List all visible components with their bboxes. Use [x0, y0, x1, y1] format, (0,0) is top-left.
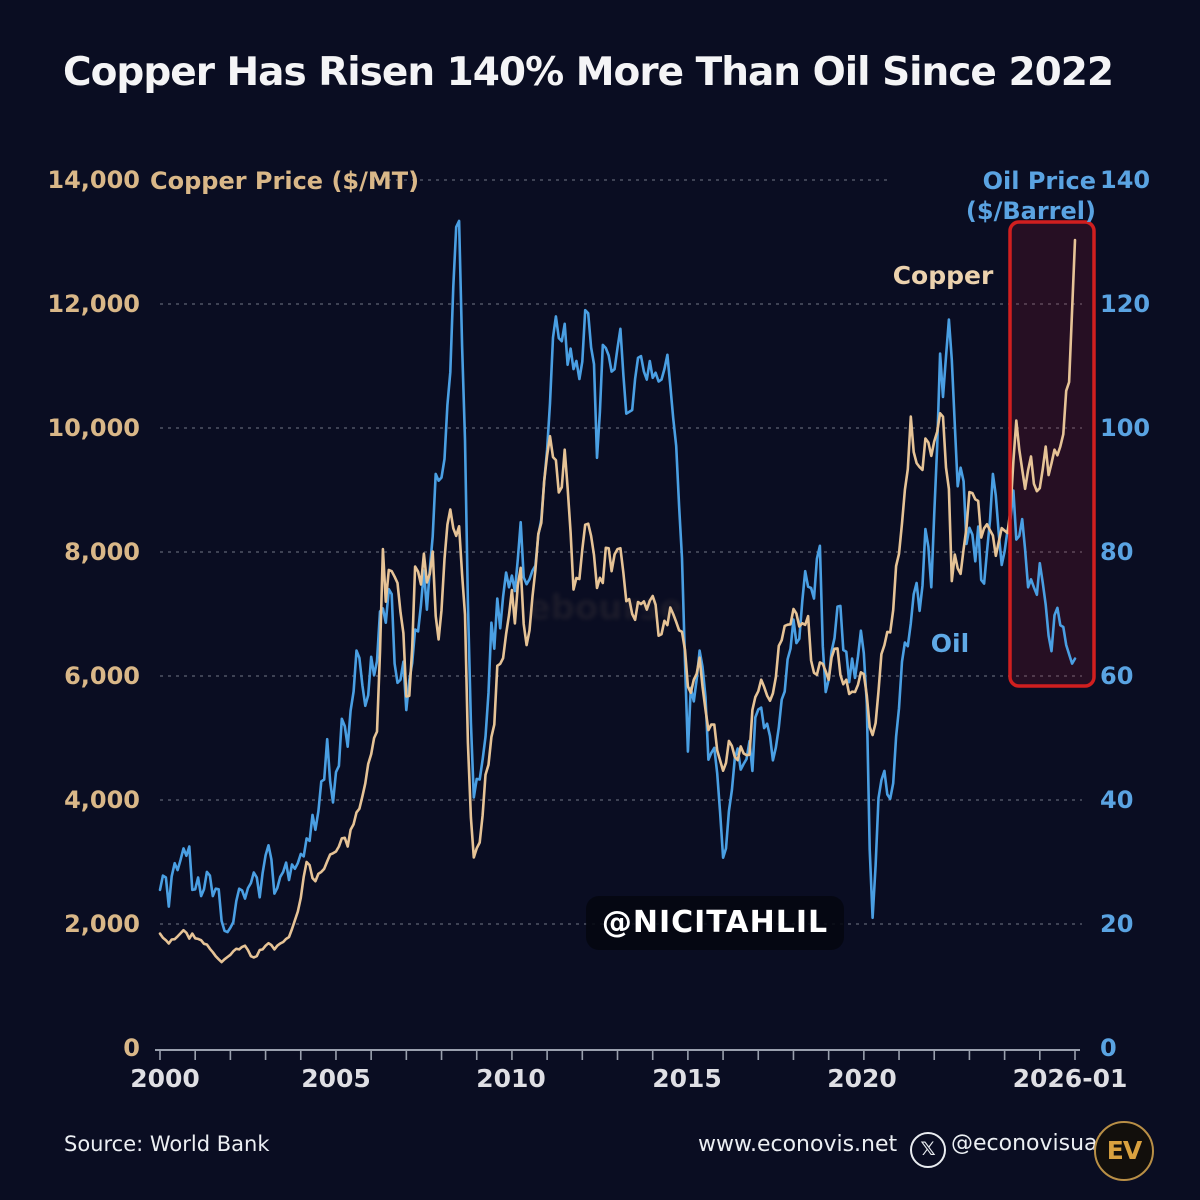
chart-title: Copper Has Risen 140% More Than Oil Sinc… — [63, 50, 1114, 95]
copper-series-label: Copper — [892, 261, 994, 290]
watermark-badge: @NICITAHLIL — [586, 896, 844, 950]
ev-logo: EV — [1094, 1121, 1154, 1181]
x-tick-2020: 2020 — [827, 1064, 897, 1093]
oil-tick-20: 20 — [1100, 910, 1134, 938]
oil-tick-60: 60 — [1100, 662, 1134, 690]
oil-series-label: Oil — [930, 629, 970, 658]
x-tick-2015: 2015 — [652, 1064, 722, 1093]
x-tick-2005: 2005 — [301, 1064, 371, 1093]
copper-tick-6000: 6,000 — [64, 662, 140, 690]
source-credit: Source: World Bank — [64, 1132, 270, 1156]
right-axis-title: Oil Price ($/Barrel) — [965, 167, 1096, 225]
copper-tick-4000: 4,000 — [64, 786, 140, 814]
faint-watermark: ebourse — [527, 588, 683, 628]
copper-tick-12000: 12,000 — [47, 290, 140, 318]
copper-tick-0: 0 — [123, 1034, 140, 1062]
copper-tick-2000: 2,000 — [64, 910, 140, 938]
x-social-icon: 𝕏 — [910, 1132, 946, 1168]
oil-tick-80: 80 — [1100, 538, 1134, 566]
oil-tick-0: 0 — [1100, 1034, 1117, 1062]
copper-tick-10000: 10,000 — [47, 414, 140, 442]
x-tick-2026-01: 2026-01 — [1012, 1064, 1128, 1093]
copper-tick-14000: 14,000 — [47, 166, 140, 194]
social-handle: @econovisuals — [951, 1131, 1116, 1156]
oil-tick-120: 120 — [1100, 290, 1151, 318]
x-tick-2010: 2010 — [476, 1064, 546, 1093]
oil-tick-100: 100 — [1100, 414, 1151, 442]
x-tick-2000: 2000 — [130, 1064, 200, 1093]
website-link: www.econovis.net — [698, 1132, 898, 1157]
oil-tick-140: 140 — [1100, 166, 1151, 194]
oil-tick-40: 40 — [1100, 786, 1134, 814]
copper-tick-8000: 8,000 — [64, 538, 140, 566]
left-axis-title: Copper Price ($/MT) — [150, 167, 420, 195]
